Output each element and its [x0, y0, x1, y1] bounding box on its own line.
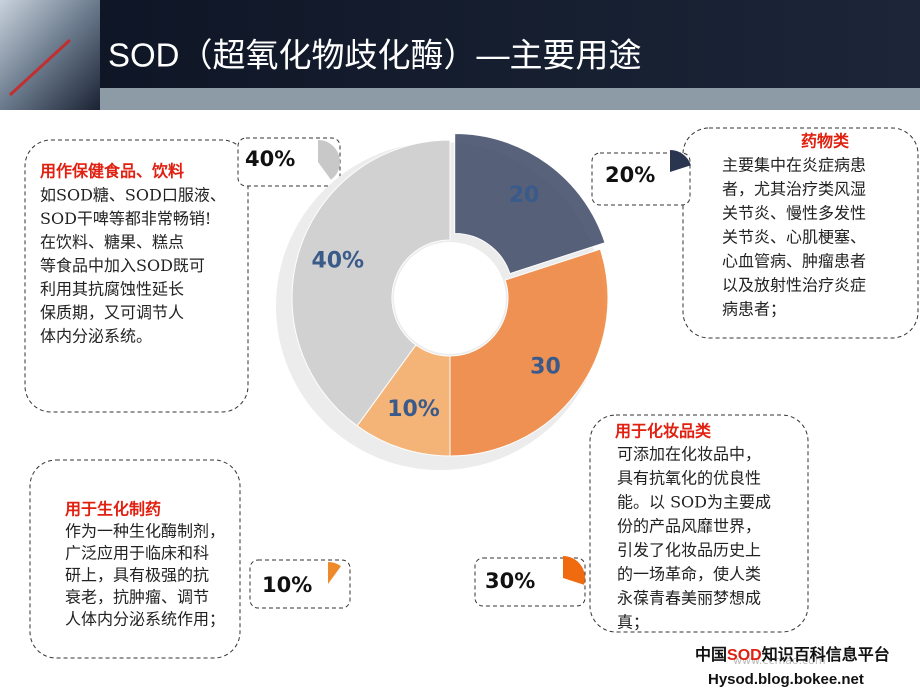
- footer-part: 中国: [695, 645, 727, 664]
- callout-line: 可添加在化妆品中，: [617, 445, 761, 464]
- callout-title: 药物类: [801, 132, 850, 151]
- callout-line: 能。以 SOD为主要成: [617, 493, 771, 512]
- callout-box: [29, 459, 241, 659]
- photo-syringe: [8, 38, 72, 97]
- callout-line: 研上，具有极强的抗: [65, 566, 209, 585]
- callout-line: 心血管病、肿瘤患者: [722, 252, 866, 271]
- badge-icon: [670, 150, 691, 172]
- badge-icon: [318, 140, 340, 180]
- callout-line: 的一场革命，使人类: [617, 565, 761, 584]
- callout-line: 主要集中在炎症病患: [722, 156, 866, 175]
- header-photo: [0, 0, 100, 110]
- header-band: [0, 0, 920, 88]
- callout-box: [589, 414, 809, 633]
- callout-line: 以及放射性治疗炎症: [722, 276, 866, 295]
- watermark: www.ccmao.com: [733, 654, 826, 667]
- callout-line: 病患者；: [722, 300, 786, 319]
- badge-icon: [328, 562, 341, 584]
- footer-brand: 中国SOD知识百科信息平台: [695, 645, 890, 664]
- donut-segment: [454, 133, 606, 275]
- callout-line: 人体内分泌系统作用；: [65, 610, 225, 629]
- callout-line: 等食品中加入SOD既可: [40, 256, 205, 275]
- callout-line: 关节炎、心肌梗塞、: [722, 228, 866, 247]
- callout-line: 份的产品风靡世界，: [617, 517, 761, 536]
- callout-line: 在饮料、糖果、糕点: [40, 233, 184, 252]
- donut-segment: [291, 139, 451, 427]
- callout-line: 永葆青春美丽梦想成: [617, 589, 761, 608]
- callout-line: 具有抗氧化的优良性: [617, 469, 761, 488]
- callout-line: 体内分泌系统。: [40, 327, 152, 346]
- slide-title: SOD（超氧化物歧化酶）—主要用途: [108, 37, 642, 74]
- badge-label: 40%: [245, 147, 295, 171]
- badge-label: 20%: [605, 163, 655, 187]
- callout-line: SOD干啤等都非常畅销!: [40, 209, 211, 228]
- value-label: 20: [509, 183, 540, 208]
- badge-box: [249, 559, 351, 609]
- value-label: 10%: [387, 397, 440, 422]
- callout-title: 用于生化制药: [65, 500, 161, 519]
- badge-label: 30%: [485, 569, 535, 593]
- footer-part: SOD: [727, 647, 762, 664]
- callout-title: 用作保健食品、饮料: [40, 162, 184, 181]
- footer-part: 知识百科信息平台: [762, 645, 890, 664]
- callout-line: 作为一种生化酶制剂，: [65, 522, 225, 541]
- callout-title: 用于化妆品类: [615, 422, 712, 441]
- callout-line: 关节炎、慢性多发性: [722, 204, 866, 223]
- value-label: 30: [530, 354, 561, 379]
- donut-segment: [449, 248, 609, 457]
- callout-box: [682, 127, 919, 339]
- badge-label: 10%: [262, 573, 312, 597]
- badge-icon: [563, 556, 585, 585]
- donut-hole: [394, 242, 506, 354]
- footer-url: Hysod.blog.bokee.net: [708, 671, 864, 688]
- callout-line: 广泛应用于临床和科: [65, 544, 209, 563]
- header-strip: [100, 88, 920, 110]
- callout-line: 如SOD糖、SOD口服液、: [40, 186, 226, 205]
- callout-line: 引发了化妆品历史上: [617, 541, 761, 560]
- callout-line: 保质期，又可调节人: [40, 303, 184, 322]
- callout-line: 真；: [617, 613, 649, 632]
- value-label: 40%: [311, 249, 364, 274]
- callout-line: 者，尤其治疗类风湿: [722, 180, 866, 199]
- callout-box: [24, 139, 249, 413]
- callout-line: 衰老，抗肿瘤、调节: [65, 588, 209, 607]
- badge-box: [591, 152, 691, 206]
- callout-line: 利用其抗腐蚀性延长: [40, 280, 184, 299]
- badge-box: [474, 557, 586, 607]
